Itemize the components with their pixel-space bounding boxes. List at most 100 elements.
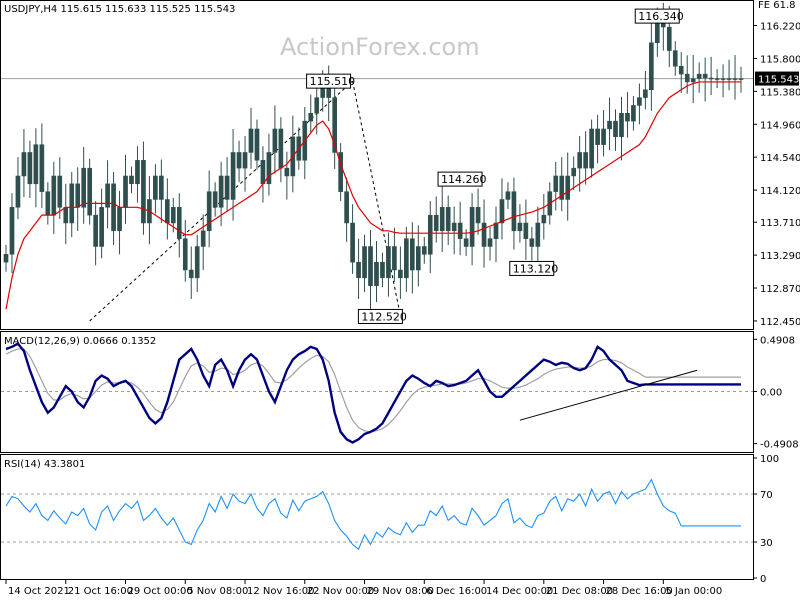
- candle-body: [278, 128, 284, 169]
- candle-body: [607, 120, 612, 130]
- candle-body: [637, 97, 642, 106]
- candle-body: [523, 222, 529, 239]
- candle-body: [505, 191, 511, 200]
- time-tick-label: 29 Nov 08:00: [367, 586, 434, 597]
- candle-body: [732, 78, 738, 80]
- candle-body: [260, 160, 266, 185]
- price-panel: 116.220 115.800 115.380 114.960 114.540 114.1…: [1, 2, 800, 328]
- macd-line: [5, 342, 741, 444]
- candle-body: [135, 160, 140, 185]
- watermark: ActionForex.com: [280, 33, 480, 61]
- candle-body: [69, 183, 75, 224]
- candle-body: [170, 207, 176, 224]
- price-tick-label: 112.870: [760, 284, 800, 295]
- price-header: USDJPY,H4 115.615 115.633 115.525 115.54…: [4, 4, 235, 15]
- candle-body: [254, 128, 260, 161]
- candle-body: [720, 78, 726, 80]
- candle-body: [374, 261, 379, 286]
- candle-body: [577, 152, 582, 169]
- time-tick-label: 5 Nov 08:00: [187, 586, 248, 597]
- candle-body: [708, 77, 714, 80]
- candle-body: [517, 222, 523, 232]
- candle-body: [595, 128, 600, 145]
- price-annotation-label: 112.520: [361, 310, 407, 323]
- candle-body: [159, 175, 164, 200]
- candle-body: [218, 175, 224, 208]
- price-annotation-label: 115.510: [310, 75, 356, 88]
- candle-body: [684, 73, 690, 83]
- candle-body: [398, 269, 403, 279]
- candle-body: [392, 246, 397, 271]
- candle-body: [308, 113, 314, 122]
- candle-body: [93, 214, 98, 247]
- candle-body: [117, 207, 122, 232]
- price-panel-frame: [0, 0, 754, 330]
- candle-body: [541, 214, 547, 224]
- candle-body: [182, 238, 188, 271]
- price-tick-label: 115.800: [760, 54, 800, 65]
- candle-body: [738, 78, 744, 80]
- price-annotation-box: [437, 171, 483, 187]
- candle-body: [559, 175, 565, 200]
- candle-body: [200, 230, 206, 247]
- candle-body: [565, 175, 571, 200]
- time-tick-label: 6 Dec 16:00: [426, 586, 487, 597]
- candle-body: [362, 246, 367, 279]
- candle-body: [206, 191, 212, 232]
- candle-body: [463, 238, 469, 247]
- candle-body: [242, 152, 248, 169]
- macd-signal-line: [5, 348, 741, 433]
- fibonacci-drop-line: [352, 81, 401, 316]
- candle-body: [702, 73, 708, 79]
- candle-body: [672, 50, 678, 67]
- candle-body: [51, 175, 57, 216]
- candle-body: [427, 214, 433, 255]
- candle-body: [3, 254, 9, 263]
- candle-body: [332, 97, 337, 153]
- candle-body: [451, 222, 457, 232]
- candle-body: [439, 207, 445, 232]
- candle-body: [696, 73, 702, 79]
- price-tick-label: 114.540: [760, 153, 800, 164]
- macd-panel: 0.4908 0.00 -0.4908: [1, 335, 799, 451]
- candle-body: [410, 238, 415, 271]
- candle-body: [33, 144, 39, 185]
- candle-body: [433, 214, 439, 232]
- candle-body: [529, 238, 535, 247]
- candle-body: [481, 222, 487, 247]
- candle-body: [266, 152, 272, 185]
- candle-body: [15, 175, 21, 208]
- macd-tick-label: 0.4908: [760, 335, 795, 346]
- candle-body: [415, 246, 421, 271]
- candle-body: [338, 152, 343, 192]
- fe-label: FE 61.8: [758, 0, 796, 11]
- candle-body: [445, 207, 451, 232]
- candle-body: [194, 246, 200, 279]
- candle-body: [469, 207, 475, 247]
- price-tick-label: 112.450: [760, 317, 800, 328]
- moving-average-line: [5, 81, 741, 310]
- candle-body: [236, 152, 242, 169]
- rsi-panel-frame: [0, 454, 754, 580]
- price-tick-label: 113.710: [760, 218, 800, 229]
- time-tick-label: 14 Oct 2021: [8, 586, 70, 597]
- candle-body: [188, 269, 194, 279]
- candle-body: [487, 238, 493, 247]
- candle-body: [111, 183, 116, 232]
- candle-body: [583, 152, 588, 169]
- candle-body: [678, 66, 684, 75]
- candle-body: [571, 167, 577, 177]
- rsi-tick-label: 30: [760, 538, 773, 549]
- candle-body: [57, 175, 63, 208]
- candle-body: [475, 207, 481, 224]
- candle-body: [284, 167, 290, 177]
- current-price-label: 115.543: [758, 75, 799, 86]
- candle-body: [9, 207, 15, 255]
- time-tick-label: 12 Nov 16:00: [247, 586, 314, 597]
- time-tick-label: 29 Oct 00:00: [128, 586, 193, 597]
- panel-frames: [0, 0, 754, 580]
- rsi-tick-label: 100: [760, 454, 779, 465]
- candle-body: [314, 97, 320, 114]
- candle-body: [511, 191, 517, 232]
- macd-tick-label: -0.4908: [760, 440, 799, 451]
